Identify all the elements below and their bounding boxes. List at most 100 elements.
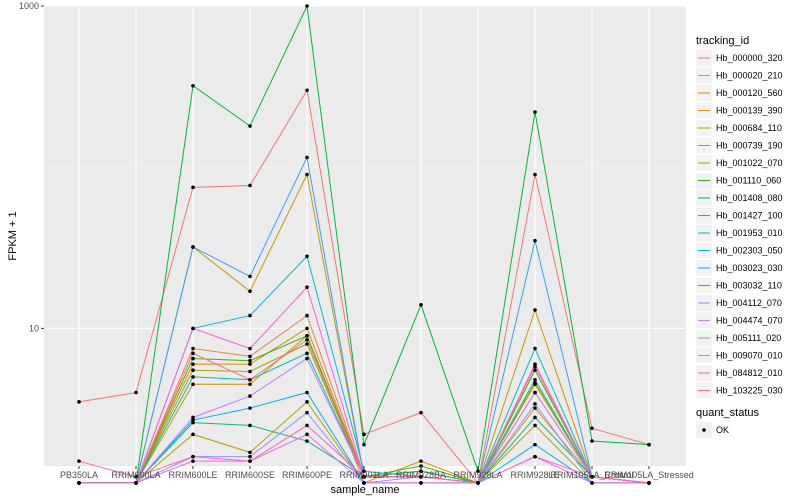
data-point xyxy=(305,313,309,318)
data-point xyxy=(305,172,309,177)
legend-item: Hb_003032_110 xyxy=(696,277,782,294)
legend-label: Hb_005111_020 xyxy=(716,333,781,343)
x-tick-label: RRIM901LA xyxy=(339,470,388,480)
x-axis: PB350LA RRIM600LA RRIM600LE RRIM600SE RRIM60… xyxy=(60,466,694,480)
legend-item: Hb_000000_320 xyxy=(696,50,783,66)
data-point xyxy=(476,481,480,485)
data-point xyxy=(248,354,252,359)
data-point xyxy=(533,377,537,382)
legend-item: Hb_004474_070 xyxy=(696,312,783,329)
legend-label: Hb_000000_320 xyxy=(716,53,783,63)
data-point xyxy=(191,368,195,373)
data-point xyxy=(305,342,309,346)
data-point xyxy=(77,481,81,485)
legend-label: Hb_103225_030 xyxy=(716,386,783,396)
data-point xyxy=(305,410,309,415)
legend-label: Hb_003032_110 xyxy=(716,281,782,291)
data-point xyxy=(533,308,537,312)
legend-label: Hb_004474_070 xyxy=(716,316,783,326)
x-tick-label: RRIM600PE xyxy=(282,470,332,480)
data-point xyxy=(305,400,309,404)
legend-item: Hb_001110_060 xyxy=(696,172,781,189)
data-point xyxy=(191,83,195,88)
data-point xyxy=(305,155,309,160)
data-point xyxy=(191,382,195,387)
data-point xyxy=(533,380,537,385)
data-point xyxy=(305,439,309,443)
legend-title: tracking_id xyxy=(696,35,749,47)
data-point xyxy=(533,368,537,373)
data-point xyxy=(533,238,537,243)
x-tick-label: RRIM600LE xyxy=(168,470,217,480)
legend-item: Hb_000684_110 xyxy=(696,120,782,136)
legend-item: Hb_001022_070 xyxy=(696,155,783,171)
y-tick-label: 1000 xyxy=(19,1,39,11)
x-tick-label: RRIM105LA_Control xyxy=(550,470,633,480)
legend-label: Hb_003023_030 xyxy=(716,263,783,273)
data-point xyxy=(419,303,423,307)
legend: tracking_id Hb_000000_320 Hb_000020_210 Hb… xyxy=(696,35,783,438)
data-point xyxy=(533,442,537,447)
legend-label: Hb_000139_390 xyxy=(716,106,783,116)
legend-item: Hb_001408_080 xyxy=(696,190,783,206)
data-point xyxy=(191,375,195,379)
data-point xyxy=(191,245,195,249)
data-point xyxy=(305,390,309,395)
x-tick-label: RRIM600LA xyxy=(111,470,160,480)
data-point xyxy=(248,450,252,455)
y-axis: 10 1000 xyxy=(19,1,44,333)
data-point xyxy=(533,362,537,366)
y-axis-title: FPKM + 1 xyxy=(7,211,19,260)
data-point xyxy=(77,400,81,404)
legend-label: Hb_002303_050 xyxy=(716,246,783,256)
data-point xyxy=(191,454,195,459)
shape-legend-label: OK xyxy=(716,425,729,435)
legend-label: Hb_084812_010 xyxy=(716,368,783,378)
legend-label: Hb_000739_190 xyxy=(716,141,783,151)
legend-label: Hb_000684_110 xyxy=(716,123,782,133)
data-point xyxy=(305,356,309,361)
data-point xyxy=(191,432,195,437)
data-point xyxy=(191,326,195,331)
data-point xyxy=(134,390,138,395)
data-point xyxy=(476,469,480,473)
legend-item: Hb_103225_030 xyxy=(696,382,783,399)
x-tick-label: RRIM928LA xyxy=(453,470,502,480)
data-point xyxy=(533,423,537,428)
data-point xyxy=(533,406,537,410)
data-point xyxy=(305,326,309,331)
data-point xyxy=(590,439,594,443)
data-point xyxy=(191,362,195,366)
legend-item: Hb_000120_560 xyxy=(696,85,783,101)
legend-label: Hb_009070_010 xyxy=(716,351,783,361)
data-point xyxy=(191,356,195,361)
data-point xyxy=(248,183,252,188)
data-point xyxy=(248,369,252,374)
data-point xyxy=(362,432,366,437)
legend-label: Hb_004112_070 xyxy=(716,298,782,308)
data-point xyxy=(248,124,252,128)
data-point xyxy=(305,254,309,259)
data-point xyxy=(419,459,423,463)
data-point xyxy=(533,390,537,395)
legend-item: Hb_001427_100 xyxy=(696,207,783,224)
data-point xyxy=(533,346,537,351)
data-point xyxy=(419,469,423,473)
data-point xyxy=(305,351,309,356)
data-point xyxy=(305,285,309,290)
data-point xyxy=(248,346,252,351)
data-point xyxy=(248,382,252,387)
data-point xyxy=(248,274,252,279)
legend-item: Hb_000139_390 xyxy=(696,102,783,119)
shape-legend-title: quant_status xyxy=(696,407,759,419)
legend-label: Hb_000120_560 xyxy=(716,88,783,98)
x-tick-label: RRIM600SE xyxy=(225,470,275,480)
legend-item: Hb_001953_010 xyxy=(696,225,783,241)
data-point xyxy=(590,474,594,479)
data-point xyxy=(248,394,252,398)
data-point xyxy=(419,481,423,485)
data-point xyxy=(305,88,309,93)
data-point xyxy=(248,289,252,294)
shape-legend-item: OK xyxy=(696,422,729,438)
